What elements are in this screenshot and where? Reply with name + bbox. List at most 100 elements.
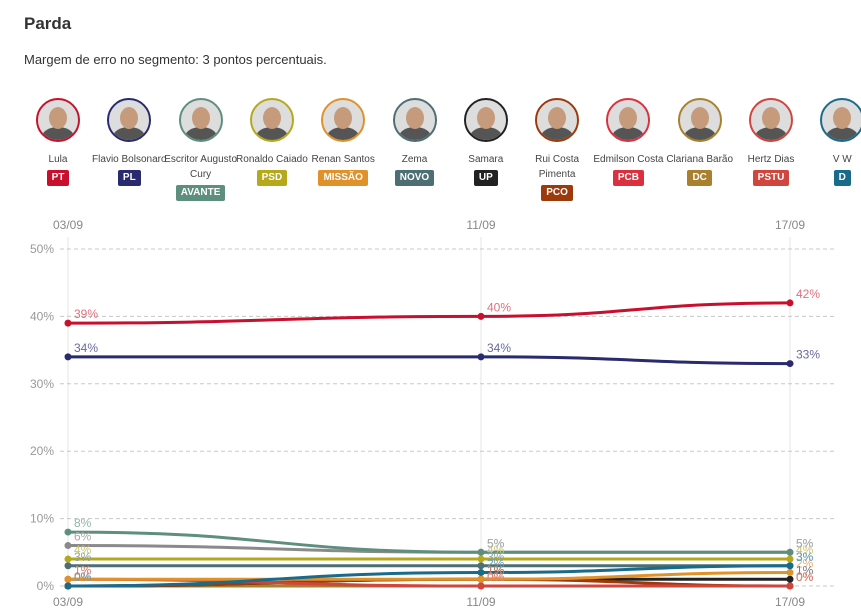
data-label: 0% [796, 570, 814, 584]
candidate-item[interactable]: Samara UP [446, 98, 526, 186]
party-badge: PCO [541, 185, 573, 201]
candidate-avatar [249, 98, 294, 142]
party-badge: PSD [256, 170, 288, 186]
data-label: 1% [487, 563, 505, 577]
x-tick-label-bottom: 03/09 [53, 595, 83, 609]
error-margin-note: Margem de erro no segmento: 3 pontos per… [24, 52, 327, 67]
data-label: 0% [74, 570, 92, 584]
data-point [477, 353, 485, 361]
y-tick-label: 30% [30, 377, 54, 391]
party-badge: NOVO [394, 170, 435, 186]
candidate-name: Renan Santos [311, 154, 375, 165]
y-tick-label: 50% [30, 242, 54, 256]
data-label: 5% [487, 536, 505, 550]
candidate-name: Edmilson Costa [593, 154, 664, 165]
data-label: 1% [796, 563, 814, 577]
candidate-name: Flavio Bolsonaro [92, 154, 167, 165]
candidate-avatar [36, 98, 80, 142]
party-badge: MISSÃO [318, 170, 368, 186]
data-label: 2% [796, 557, 814, 571]
candidate-item[interactable]: Rui Costa Pimenta PCO [517, 98, 597, 201]
candidate-avatar [749, 98, 793, 142]
data-label: 34% [487, 341, 511, 355]
candidate-avatar [178, 98, 223, 142]
data-label: 8% [74, 516, 92, 530]
data-point [64, 582, 72, 590]
data-point [64, 542, 72, 550]
data-point [64, 575, 72, 583]
data-label: 0% [487, 570, 505, 584]
data-label: 5% [487, 536, 505, 550]
x-tick-label-bottom: 11/09 [466, 595, 495, 609]
data-point [786, 569, 794, 577]
x-tick-label-top: 03/09 [53, 218, 83, 232]
data-label: 4% [487, 543, 505, 557]
x-tick-label-top: 11/09 [466, 218, 495, 232]
candidate-item[interactable]: Clariana Barão DC [660, 98, 740, 186]
candidate-avatar [535, 98, 580, 142]
candidate-item[interactable]: V W D [802, 98, 861, 186]
data-label: 3% [487, 550, 505, 564]
candidate-item[interactable]: Flavio Bolsonaro PL [89, 98, 169, 186]
party-badge: AVANTE [175, 185, 226, 201]
data-point [477, 555, 485, 563]
candidate-name: Samara [468, 154, 504, 165]
series-line [67, 301, 791, 325]
data-point [477, 562, 485, 570]
candidate-item[interactable]: Ronaldo Caiado PSD [232, 98, 312, 186]
candidate-avatar [107, 98, 152, 142]
candidate-avatar [820, 98, 861, 142]
data-label: 3% [796, 550, 814, 564]
y-tick-label: 20% [30, 444, 54, 458]
candidate-name: Lula [48, 154, 68, 165]
data-label: 4% [74, 543, 92, 557]
data-point [786, 360, 794, 368]
x-tick-label-top: 17/09 [775, 218, 805, 232]
party-badge: DC [687, 170, 712, 186]
data-point [786, 299, 794, 307]
candidate-item[interactable]: Zema NOVO [375, 98, 455, 186]
data-label: 0% [796, 570, 814, 584]
party-badge: PL [117, 170, 141, 186]
x-tick-label-bottom: 17/09 [775, 595, 805, 609]
data-label: 34% [74, 341, 98, 355]
candidate-name: Escritor Augusto Cury [164, 154, 237, 180]
candidate-item[interactable]: Lula PT [18, 98, 98, 186]
data-label: 1% [487, 563, 505, 577]
data-label: 0% [74, 570, 92, 584]
data-label: 1% [487, 563, 505, 577]
data-label: 4% [796, 543, 814, 557]
data-label: 0% [796, 570, 814, 584]
data-point [786, 562, 794, 570]
data-label: 2% [487, 557, 505, 571]
candidate-name: Zema [401, 154, 428, 165]
candidate-name: V W [832, 154, 852, 165]
data-point [786, 582, 794, 590]
candidate-item[interactable]: Renan Santos MISSÃO [303, 98, 383, 186]
data-label: 0% [74, 570, 92, 584]
data-label: 1% [74, 563, 92, 577]
series-line [67, 564, 791, 588]
party-badge: D [833, 170, 851, 186]
data-label: 0% [487, 570, 505, 584]
candidate-avatar [463, 98, 508, 142]
data-label: 40% [487, 300, 511, 314]
data-point [477, 582, 485, 590]
party-badge: PT [46, 170, 70, 186]
candidate-item[interactable]: Hertz Dias PSTU [731, 98, 811, 186]
candidate-name: Rui Costa Pimenta [535, 154, 580, 180]
data-label: 39% [74, 307, 98, 321]
party-badge: PCB [612, 170, 644, 186]
data-point [477, 312, 485, 320]
candidate-avatar [606, 98, 651, 142]
data-point [477, 569, 485, 577]
y-tick-label: 0% [37, 579, 55, 593]
page-title: Parda [24, 14, 72, 33]
data-label: 0% [74, 570, 92, 584]
candidate-item[interactable]: Escritor Augusto Cury AVANTE [161, 98, 241, 201]
candidate-legend: Lula PT Flavio Bolsonaro PL Escritor Augusto… [0, 98, 861, 208]
data-point [786, 555, 794, 563]
candidate-item[interactable]: Edmilson Costa PCB [588, 98, 668, 186]
candidate-avatar [392, 98, 437, 142]
data-point [477, 575, 485, 583]
